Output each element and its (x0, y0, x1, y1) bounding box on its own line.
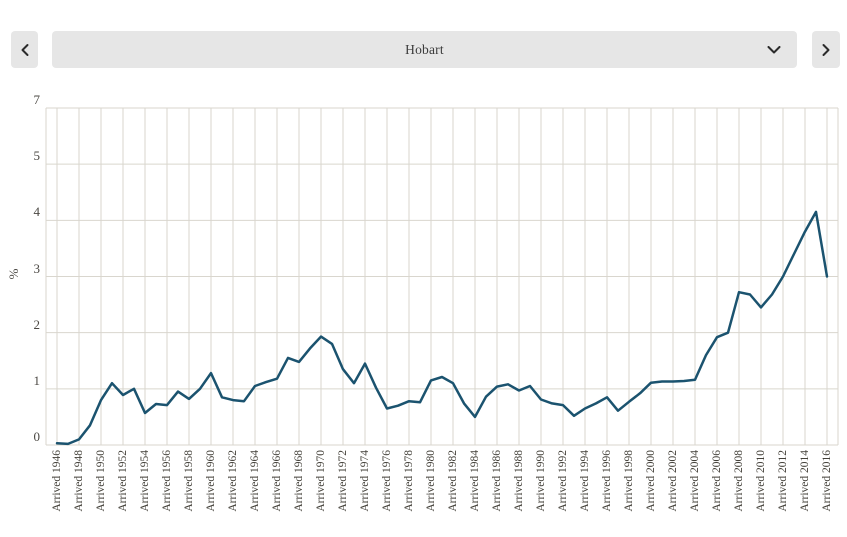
x-tick-label: Arrived 1972 (336, 450, 349, 512)
x-tick-label: Arrived 1968 (292, 450, 305, 512)
chevron-right-icon (821, 43, 831, 57)
y-tick-label: 7 (33, 92, 41, 107)
y-tick-label: 3 (33, 260, 41, 276)
x-tick-label: Arrived 1964 (248, 450, 261, 512)
x-tick-label: Arrived 1948 (72, 450, 85, 512)
y-tick-label: 0 (33, 429, 41, 444)
x-tick-label: Arrived 1970 (314, 450, 327, 512)
x-tick-label: Arrived 1994 (578, 450, 591, 512)
x-tick-label: Arrived 1990 (534, 450, 547, 512)
y-tick-label: 1 (33, 372, 41, 388)
x-tick-label: Arrived 1982 (446, 450, 459, 512)
x-tick-label: Arrived 1984 (468, 450, 481, 512)
data-line-hobart (55, 210, 829, 446)
y-tick-label: 2 (33, 316, 41, 332)
y-axis-title: % (6, 268, 21, 280)
x-tick-label: Arrived 1946 (50, 450, 63, 512)
x-tick-label: Arrived 2010 (754, 450, 767, 512)
x-tick-label: Arrived 1986 (490, 450, 503, 512)
y-tick-label: 5 (33, 148, 41, 164)
x-tick-label: Arrived 2000 (644, 450, 657, 512)
x-tick-label: Arrived 2002 (666, 450, 679, 512)
x-tick-label: Arrived 1962 (226, 450, 239, 512)
y-tick-label: 4 (33, 204, 41, 220)
x-tick-label: Arrived 2016 (820, 450, 833, 512)
x-tick-label: Arrived 1974 (358, 450, 371, 512)
region-dropdown[interactable]: Hobart (52, 31, 797, 68)
x-tick-label: Arrived 2012 (776, 450, 789, 512)
x-tick-label: Arrived 1998 (622, 450, 635, 512)
x-tick-label: Arrived 1966 (270, 450, 283, 512)
x-tick-label: Arrived 2006 (710, 450, 723, 512)
next-region-button[interactable] (812, 31, 840, 68)
x-tick-label: Arrived 1996 (600, 450, 613, 512)
x-tick-label: Arrived 1952 (116, 450, 129, 512)
prev-region-button[interactable] (11, 31, 38, 68)
x-tick-label: Arrived 2014 (798, 450, 811, 512)
x-tick-label: Arrived 1976 (380, 450, 393, 512)
chevron-down-icon (767, 46, 781, 54)
x-tick-label: Arrived 2004 (688, 450, 701, 512)
x-tick-label: Arrived 1980 (424, 450, 437, 512)
x-tick-label: Arrived 1956 (160, 450, 173, 512)
x-tick-label: Arrived 1988 (512, 450, 525, 512)
x-tick-label: Arrived 1950 (94, 450, 107, 512)
x-tick-label: Arrived 1954 (138, 450, 151, 512)
x-tick-label: Arrived 1958 (182, 450, 195, 512)
x-tick-label: Arrived 1960 (204, 450, 217, 512)
region-dropdown-value: Hobart (405, 41, 444, 57)
x-tick-label: Arrived 1978 (402, 450, 415, 512)
chevron-left-icon (20, 43, 30, 57)
x-tick-label: Arrived 1992 (556, 450, 569, 512)
x-tick-label: Arrived 2008 (732, 450, 745, 512)
